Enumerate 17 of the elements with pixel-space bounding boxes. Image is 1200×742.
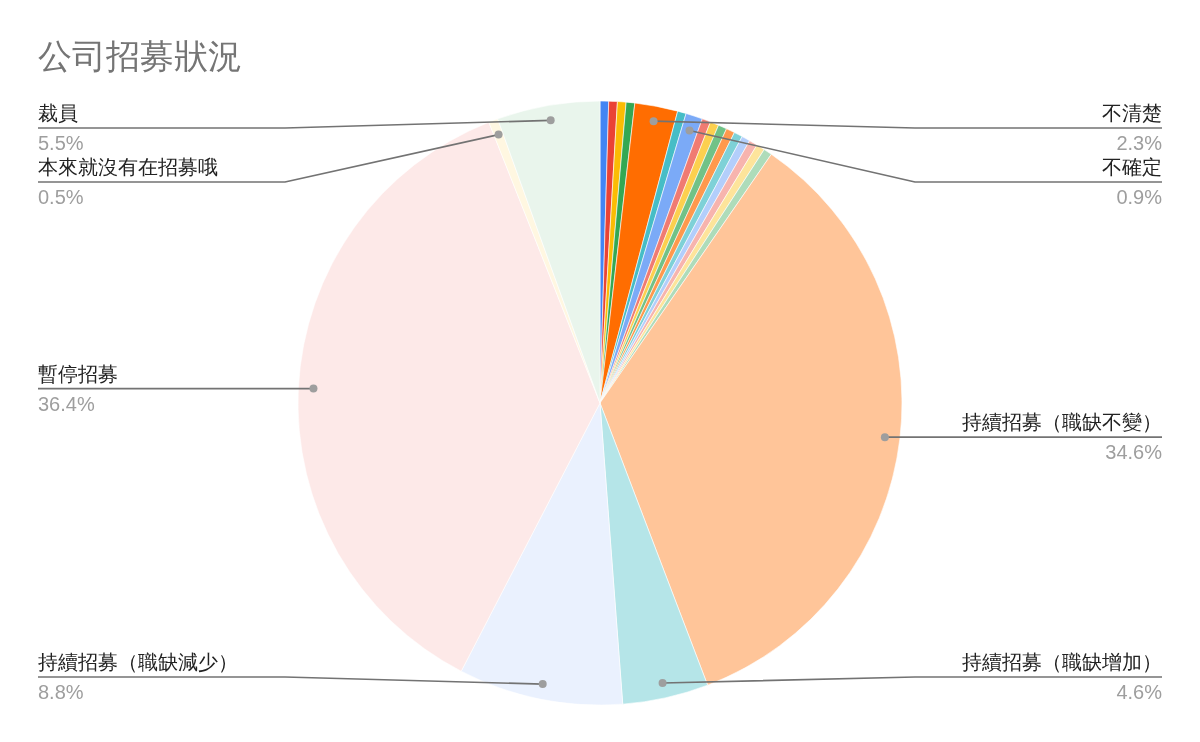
value-label: 36.4% <box>38 392 95 415</box>
value-label: 2.3% <box>1116 132 1162 154</box>
category-label: 暫停招募 <box>38 362 118 385</box>
value-label: 5.5% <box>38 132 84 154</box>
value-label: 8.8% <box>38 681 84 703</box>
value-label: 34.6% <box>1105 441 1162 464</box>
category-label: 不確定 <box>1102 156 1162 178</box>
category-label: 持續招募（職缺增加） <box>962 651 1162 673</box>
title: 公司招募狀況 <box>38 37 242 75</box>
value-label: 0.5% <box>38 186 84 208</box>
category-label: 裁員 <box>38 102 78 124</box>
value-label: 4.6% <box>1116 681 1162 703</box>
category-label: 不清楚 <box>1102 102 1162 124</box>
category-label: 持續招募（職缺減少） <box>38 651 238 673</box>
category-label: 本來就沒有在招募哦 <box>38 156 218 178</box>
value-label: 0.9% <box>1116 186 1162 208</box>
category-label: 持續招募（職缺不變） <box>962 411 1162 434</box>
